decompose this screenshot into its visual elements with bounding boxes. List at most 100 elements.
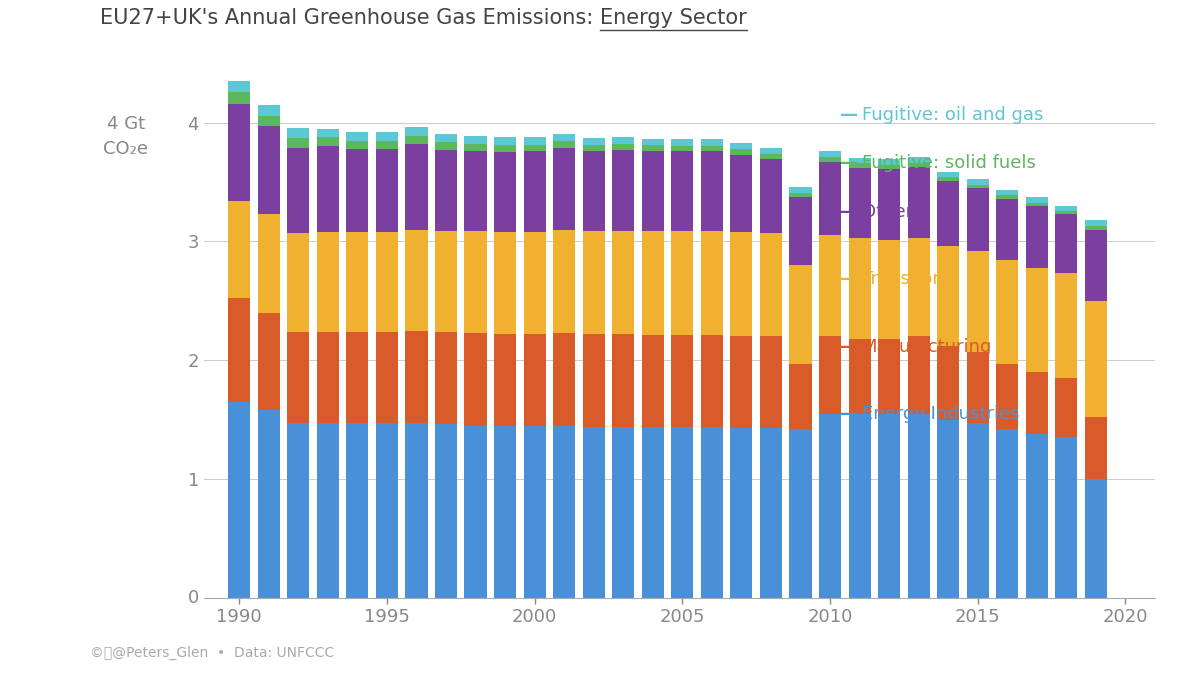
Bar (760, 233, 782, 336)
Bar (376, 132, 398, 140)
Bar (464, 425, 487, 598)
Text: EU27+UK's Annual Greenhouse Gas Emissions:: EU27+UK's Annual Greenhouse Gas Emission… (100, 8, 600, 28)
Bar (376, 232, 398, 331)
Bar (376, 423, 398, 598)
Bar (1055, 437, 1078, 598)
Bar (583, 145, 605, 151)
Bar (878, 169, 900, 240)
Bar (1026, 197, 1048, 202)
Bar (642, 145, 664, 151)
Bar (523, 151, 546, 232)
Bar (790, 198, 811, 265)
Bar (790, 364, 811, 429)
Bar (967, 352, 989, 423)
Bar (1085, 230, 1106, 301)
Bar (760, 336, 782, 428)
Bar (996, 190, 1019, 196)
Bar (967, 251, 989, 352)
Bar (464, 136, 487, 144)
Bar (818, 157, 841, 162)
Bar (347, 132, 368, 140)
Bar (347, 148, 368, 232)
Bar (406, 331, 427, 423)
Bar (376, 148, 398, 232)
Bar (731, 143, 752, 149)
Bar (848, 238, 871, 339)
Bar (937, 420, 959, 598)
Bar (434, 142, 457, 150)
Bar (907, 414, 930, 598)
Bar (494, 137, 516, 145)
Bar (464, 151, 487, 231)
Bar (907, 167, 930, 238)
Text: Fugitive: oil and gas: Fugitive: oil and gas (862, 106, 1043, 124)
Bar (731, 149, 752, 155)
Text: Other: Other (862, 203, 913, 221)
Bar (1026, 267, 1048, 372)
Bar (406, 144, 427, 230)
Bar (612, 150, 635, 231)
Bar (1085, 479, 1106, 598)
Bar (553, 148, 575, 230)
Bar (671, 335, 694, 427)
Bar (671, 146, 694, 151)
Bar (642, 151, 664, 231)
Bar (701, 151, 722, 231)
Text: —: — (840, 155, 858, 172)
Bar (701, 139, 722, 146)
Bar (347, 423, 368, 598)
Bar (848, 168, 871, 238)
Bar (494, 334, 516, 425)
Bar (287, 331, 310, 423)
Bar (523, 144, 546, 151)
Bar (317, 128, 338, 138)
Bar (612, 427, 635, 598)
Bar (701, 335, 722, 427)
Bar (967, 185, 989, 188)
Bar (760, 428, 782, 598)
Bar (553, 425, 575, 598)
Bar (937, 178, 959, 181)
Bar (523, 137, 546, 144)
Bar (523, 334, 546, 425)
Bar (671, 151, 694, 231)
Bar (228, 402, 251, 598)
Bar (553, 141, 575, 148)
Bar (1026, 434, 1048, 598)
Bar (848, 157, 871, 163)
Bar (967, 423, 989, 598)
Bar (701, 146, 722, 151)
Text: —: — (840, 203, 858, 221)
Bar (228, 81, 251, 92)
Text: Fugitive: solid fuels: Fugitive: solid fuels (862, 155, 1036, 172)
Bar (937, 346, 959, 420)
Text: —: — (840, 271, 858, 288)
Bar (790, 265, 811, 364)
Bar (790, 187, 811, 192)
Text: —: — (840, 406, 858, 423)
Bar (818, 236, 841, 336)
Text: —: — (840, 338, 858, 356)
Bar (818, 414, 841, 598)
Bar (731, 155, 752, 232)
Bar (287, 423, 310, 598)
Bar (228, 92, 251, 103)
Bar (878, 414, 900, 598)
Bar (996, 261, 1019, 364)
Bar (553, 134, 575, 141)
Bar (464, 144, 487, 151)
Bar (1085, 417, 1106, 479)
Bar (907, 238, 930, 336)
Bar (1055, 214, 1078, 273)
Bar (287, 128, 310, 138)
Bar (228, 298, 251, 402)
Text: 0: 0 (187, 589, 199, 607)
Bar (347, 140, 368, 148)
Bar (790, 192, 811, 198)
Bar (671, 231, 694, 335)
Bar (494, 232, 516, 334)
Text: Manufacturing: Manufacturing (862, 338, 992, 356)
Bar (406, 230, 427, 331)
Bar (996, 429, 1019, 598)
Bar (967, 179, 989, 185)
